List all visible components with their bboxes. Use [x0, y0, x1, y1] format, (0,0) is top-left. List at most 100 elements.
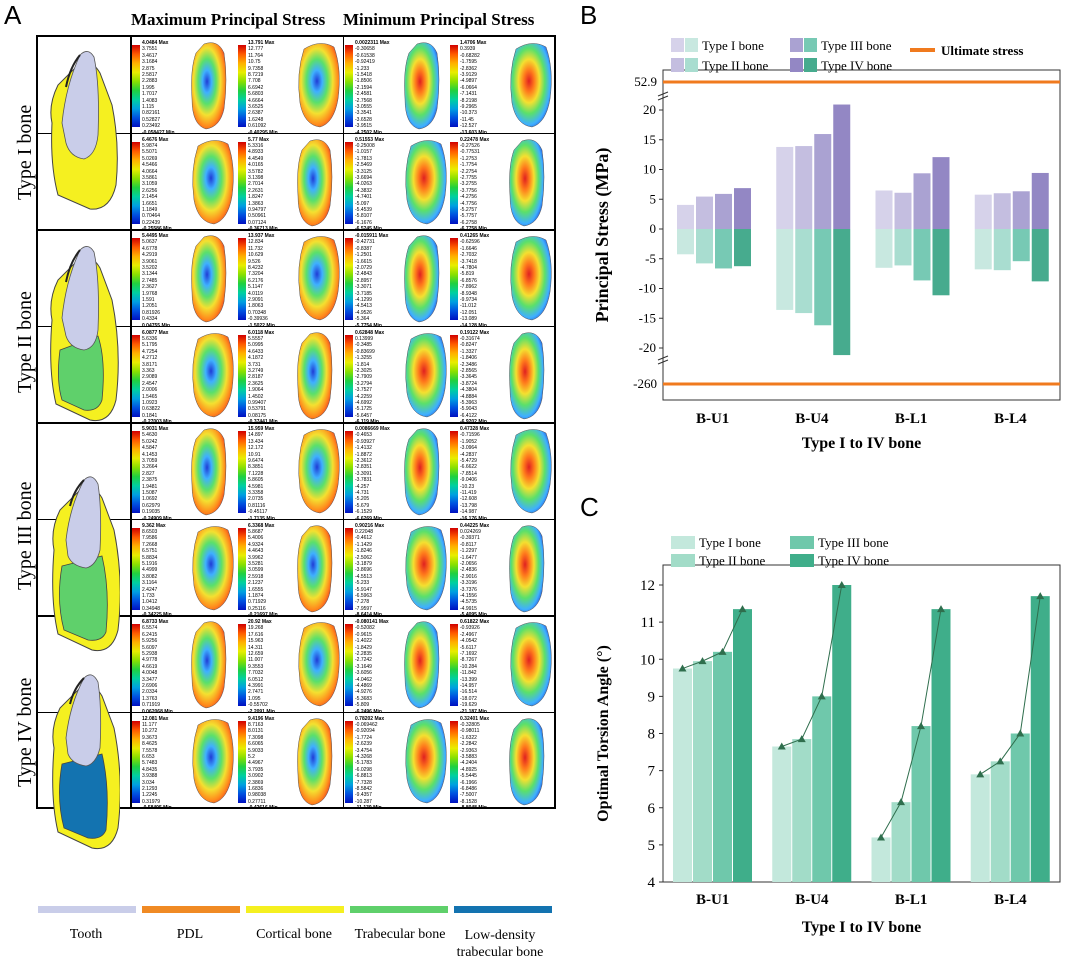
stress-scale-labels: 5.9031 Max 5.4630 5.0242 4.5847 4.1453 3.7059… — [142, 426, 172, 522]
stress-scale-labels: 0.61822 Max -0.93926 -2.4967 -4.0542 -5.6117… — [460, 619, 490, 715]
stress-contour-model — [404, 428, 440, 516]
bar-b-u4-s1 — [772, 746, 792, 882]
trend-marker — [1036, 592, 1045, 600]
legend-swatch-pos — [671, 38, 684, 52]
color-scale-bar — [345, 45, 353, 127]
color-scale-bar — [450, 431, 458, 513]
row-label-type4: Type IV bone — [14, 677, 36, 787]
sub-row-divider — [38, 711, 554, 713]
tooth-illustration-type4 — [52, 674, 120, 850]
plot-frame — [662, 69, 1061, 401]
col-title-min: Minimum Principal Stress — [343, 10, 535, 29]
stress-scale-labels: 0.44225 Max 0.024269 -0.39371 -0.8117 -1.229… — [460, 522, 490, 619]
panel-a-letter: A — [4, 0, 22, 30]
stress-scale-labels: 5.4495 Max 5.0637 4.6778 4.2919 3.9061 3.5202… — [142, 233, 171, 329]
bar-b-l4-s4 — [1030, 596, 1050, 882]
bar-min-b-u4-s1 — [776, 229, 794, 310]
type-row-divider — [38, 615, 554, 617]
stress-contour-model — [297, 717, 333, 805]
color-scale-bar — [450, 334, 458, 417]
y-tick-label: 11 — [641, 615, 655, 631]
y-axis-title: Principal Stress (MPa) — [592, 148, 613, 323]
legend-label: Type I bone — [702, 38, 764, 53]
x-tick-label: B-L4 — [994, 411, 1027, 427]
stress-scale-labels: 0.32401 Max -0.32805 -0.98011 -1.6322 -2.284… — [460, 715, 490, 812]
color-scale-bar — [238, 238, 246, 320]
bar-b-u1-s3 — [713, 651, 732, 882]
legend-swatch-pdl — [142, 906, 240, 913]
stress-contour-model — [509, 138, 545, 226]
legend-swatch-neg — [685, 58, 698, 72]
legend-label-low-density: Low-density trabecular bone — [456, 928, 544, 960]
stress-scale-labels: 12.081 Max 11.177 10.272 9.3673 8.4625 7.5578… — [142, 715, 172, 812]
bar-max-b-l1-s4 — [932, 157, 950, 229]
y-tick-label: 7 — [648, 764, 656, 780]
stress-scale-labels: 0.19122 Max -0.31674 -0.8247 -1.3327 -1.8406… — [460, 329, 490, 426]
column-divider — [343, 37, 344, 807]
bar-min-b-l4-s1 — [974, 229, 992, 270]
legend-swatch-neg — [804, 58, 817, 72]
legend-swatch-cortical — [246, 906, 344, 913]
stress-contour-model — [509, 717, 545, 805]
color-scale-bar — [238, 334, 246, 417]
stress-scale-labels: 0.90216 Max 0.22048 -0.4612 -1.1429 -1.8246-… — [355, 522, 385, 619]
row-label-type3: Type III bone — [14, 481, 36, 590]
stress-scale-labels: -0.080141 Max -0.52082 -0.9615 -1.4022 -1.84… — [355, 619, 389, 715]
stress-contour-model — [405, 525, 447, 610]
stress-contour-model — [297, 524, 333, 612]
stress-contour-model — [404, 42, 440, 130]
legend-label-pdl: PDL — [176, 927, 204, 942]
x-tick-label: B-U1 — [696, 411, 729, 427]
color-scale-bar — [345, 527, 353, 610]
color-scale-bar — [132, 720, 140, 803]
legend-swatch — [790, 536, 814, 549]
bar-min-b-l4-s3 — [1012, 229, 1030, 262]
stress-scale-labels: -0.015911 Max -0.42731 -0.8387 -1.2501 -1.66… — [355, 233, 389, 329]
stress-scale-labels: 5.77 Max 5.3316 4.8933 4.4549 4.0165 3.5782 3.… — [248, 136, 278, 233]
legend-label-tooth: Tooth — [69, 927, 103, 942]
sub-row-divider — [38, 325, 554, 327]
row-label-type2: Type II bone — [14, 291, 36, 393]
y-tick-label: 9 — [648, 689, 656, 705]
x-tick-label: B-L1 — [895, 411, 928, 427]
color-scale-bar — [450, 238, 458, 320]
stress-contour-model — [404, 235, 440, 323]
y-tick-label: 20 — [643, 102, 656, 117]
stress-contour-model — [192, 525, 234, 610]
stress-scale-labels: 0.62848 Max 0.13999 -0.3485 -0.83699 -1.3255… — [355, 329, 385, 426]
stress-contour-model — [191, 42, 227, 130]
stress-contour-model — [297, 138, 333, 226]
color-scale-bar — [450, 527, 458, 610]
color-scale-bar — [345, 334, 353, 417]
stress-scale-labels: 6.4676 Max 5.9874 5.5071 5.0269 4.5466 4.0664… — [142, 136, 172, 233]
bar-min-b-u4-s2 — [795, 229, 813, 314]
bar-min-b-u4-s4 — [833, 229, 851, 356]
stress-contour-model — [405, 718, 447, 803]
y-tick-label: 0 — [650, 221, 657, 236]
bar-b-u4-s2 — [792, 739, 812, 882]
torsion-angle-chart: 4 5 6 7 8 9 10 11 12 B-U1 B-U4 B-L1 B-L4 Type I to IV… — [595, 535, 1061, 936]
bar-max-b-u1-s3 — [715, 193, 732, 229]
x-tick-label: B-L1 — [895, 892, 928, 908]
stress-scale-labels: 9.4196 Max 8.7163 8.0131 7.3098 6.6065 5.9033… — [248, 715, 278, 812]
bar-max-b-l1-s2 — [894, 192, 912, 229]
y-tick-label: 5 — [650, 191, 657, 206]
legend-label: Type III bone — [821, 38, 892, 53]
stress-contour-model — [191, 621, 227, 709]
bar-min-b-l1-s2 — [894, 229, 912, 266]
stress-scale-labels: 20.92 Max 19.268 17.616 15.963 14.311 12.659 1… — [248, 619, 275, 715]
bar-max-b-u4-s3 — [814, 134, 832, 229]
stress-scale-labels: 6.3368 Max 5.8687 5.4006 4.9324 4.4643 3.9962… — [248, 522, 278, 619]
stress-contour-model — [298, 429, 340, 514]
color-scale-bar — [238, 720, 246, 803]
bar-min-b-l1-s3 — [913, 229, 931, 281]
stress-scale-labels: 6.0118 Max 5.5557 5.0995 4.6433 4.1872 3.731 3… — [248, 329, 278, 426]
bar-b-l4-s2 — [990, 761, 1010, 882]
color-scale-bar — [450, 624, 458, 706]
legend-label-ultimate: Ultimate stress — [941, 43, 1023, 58]
principal-stress-chart: 52.9 -260 -20 -15 -10 -5 0 5 10 15 20 B-U1 B-U4 B-L1 B… — [592, 38, 1061, 452]
x-tick-label: B-U4 — [795, 892, 829, 908]
legend-swatch-trabecular — [350, 906, 448, 913]
bar-b-l1-s1 — [871, 837, 891, 882]
bar-min-b-l4-s2 — [993, 229, 1011, 271]
